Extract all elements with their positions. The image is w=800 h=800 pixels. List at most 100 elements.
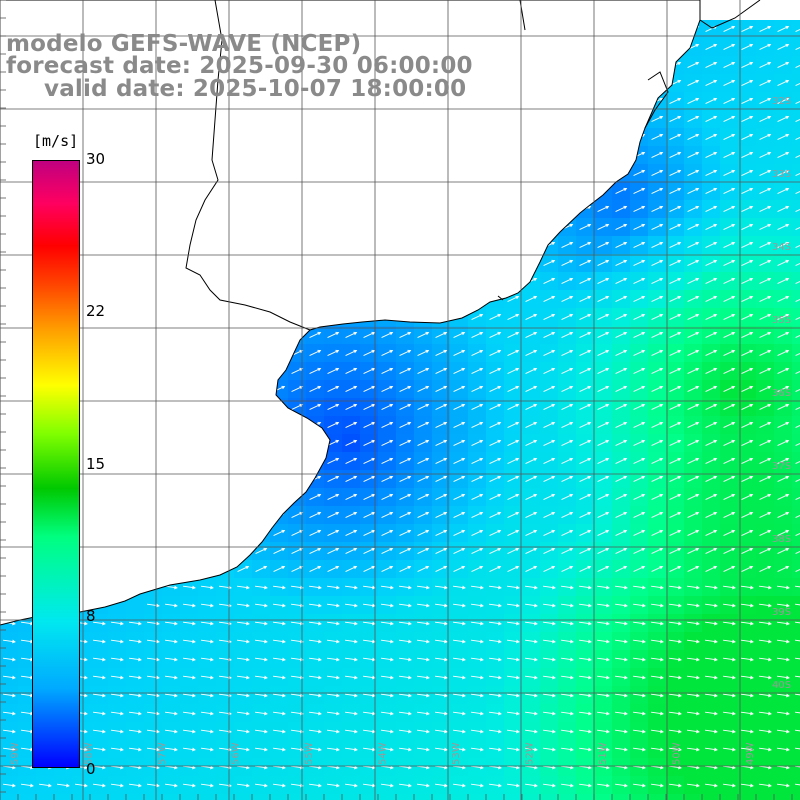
wind-arrow bbox=[524, 783, 538, 788]
wind-arrow bbox=[633, 385, 646, 392]
wind-arrow bbox=[777, 331, 790, 338]
colorbar-tick: 0 bbox=[86, 760, 96, 778]
wind-arrow bbox=[794, 765, 800, 768]
wind-arrow bbox=[741, 511, 754, 518]
wind-arrow bbox=[453, 475, 466, 482]
wind-arrow bbox=[578, 765, 592, 770]
wind-arrow bbox=[560, 657, 574, 662]
wind-arrow bbox=[416, 729, 430, 734]
wind-arrow bbox=[488, 693, 502, 698]
wind-arrow bbox=[506, 747, 520, 752]
colorbar-tick: 30 bbox=[86, 150, 106, 168]
wind-arrow bbox=[759, 475, 772, 482]
wind-arrow bbox=[578, 657, 592, 662]
wind-arrow bbox=[182, 621, 196, 626]
wind-cell bbox=[702, 794, 721, 800]
wind-arrow bbox=[489, 403, 502, 410]
wind-arrow bbox=[344, 675, 358, 680]
wind-arrow bbox=[704, 585, 718, 590]
wind-arrow bbox=[507, 313, 520, 320]
wind-arrow bbox=[687, 475, 700, 482]
wind-arrow bbox=[254, 585, 268, 590]
wind-arrow bbox=[759, 205, 772, 212]
wind-arrow bbox=[633, 295, 646, 302]
wind-arrow bbox=[561, 547, 574, 554]
wind-arrow bbox=[596, 621, 610, 626]
wind-arrow bbox=[182, 783, 196, 788]
wind-arrow bbox=[273, 547, 286, 554]
wind-arrow bbox=[687, 511, 700, 518]
wind-arrow bbox=[632, 783, 646, 788]
wind-arrow bbox=[417, 475, 430, 482]
wind-arrow bbox=[777, 295, 790, 302]
wind-arrow bbox=[597, 205, 610, 212]
wind-arrow bbox=[398, 711, 412, 716]
wind-arrow bbox=[597, 385, 610, 392]
wind-arrow bbox=[327, 349, 340, 356]
wind-arrow bbox=[632, 675, 646, 680]
wind-arrow bbox=[633, 223, 646, 230]
wind-arrow bbox=[795, 532, 800, 536]
wind-arrow bbox=[291, 385, 304, 392]
wind-arrow bbox=[722, 693, 736, 698]
wind-arrow bbox=[777, 529, 790, 536]
wind-arrow bbox=[561, 385, 574, 392]
wind-arrow bbox=[434, 783, 448, 788]
wind-arrow bbox=[164, 657, 178, 662]
wind-arrow bbox=[579, 277, 592, 284]
wind-arrow bbox=[507, 421, 520, 428]
wind-arrow bbox=[164, 639, 178, 644]
wind-cell bbox=[792, 758, 800, 777]
wind-cell bbox=[792, 326, 800, 345]
wind-arrow bbox=[795, 262, 800, 266]
wind-arrow bbox=[506, 675, 520, 680]
wind-arrow bbox=[507, 367, 520, 374]
wind-arrow bbox=[399, 547, 412, 554]
wind-arrow bbox=[669, 565, 682, 572]
wind-arrow bbox=[723, 151, 736, 158]
wind-arrow bbox=[74, 783, 88, 788]
wind-arrow bbox=[309, 403, 322, 410]
wind-arrow bbox=[722, 711, 736, 716]
wind-arrow bbox=[795, 64, 800, 68]
wind-arrow bbox=[182, 711, 196, 716]
wind-arrow bbox=[542, 693, 556, 698]
wind-arrow bbox=[488, 657, 502, 662]
wind-arrow bbox=[561, 313, 574, 320]
wind-arrow bbox=[614, 657, 628, 662]
wind-arrow bbox=[650, 657, 664, 662]
wind-arrow bbox=[722, 747, 736, 752]
wind-arrow bbox=[795, 352, 800, 356]
wind-arrow bbox=[471, 439, 484, 446]
wind-arrow bbox=[615, 313, 628, 320]
wind-arrow bbox=[758, 585, 772, 590]
wind-arrow bbox=[345, 331, 358, 338]
wind-arrow bbox=[759, 511, 772, 518]
wind-arrow bbox=[759, 529, 772, 536]
wind-cell bbox=[540, 794, 559, 800]
wind-arrow bbox=[489, 547, 502, 554]
wind-arrow bbox=[291, 529, 304, 536]
wind-arrow bbox=[345, 439, 358, 446]
wind-arrow bbox=[507, 331, 520, 338]
wind-arrow bbox=[596, 765, 610, 770]
wind-arrow bbox=[363, 493, 376, 500]
wind-arrow bbox=[363, 367, 376, 374]
wind-arrow bbox=[795, 442, 800, 446]
wind-arrow bbox=[776, 711, 790, 716]
wind-arrow bbox=[723, 295, 736, 302]
colorbar-units: [m/s] bbox=[33, 132, 79, 150]
wind-arrow bbox=[740, 693, 754, 698]
wind-arrow bbox=[705, 457, 718, 464]
wind-arrow bbox=[489, 349, 502, 356]
wind-arrow bbox=[795, 226, 800, 230]
wind-arrow bbox=[705, 313, 718, 320]
wind-arrow bbox=[776, 729, 790, 734]
wind-arrow bbox=[453, 331, 466, 338]
wind-arrow bbox=[776, 765, 790, 770]
wind-arrow bbox=[434, 603, 448, 608]
wind-arrow bbox=[110, 783, 124, 788]
wind-arrow bbox=[380, 639, 394, 644]
